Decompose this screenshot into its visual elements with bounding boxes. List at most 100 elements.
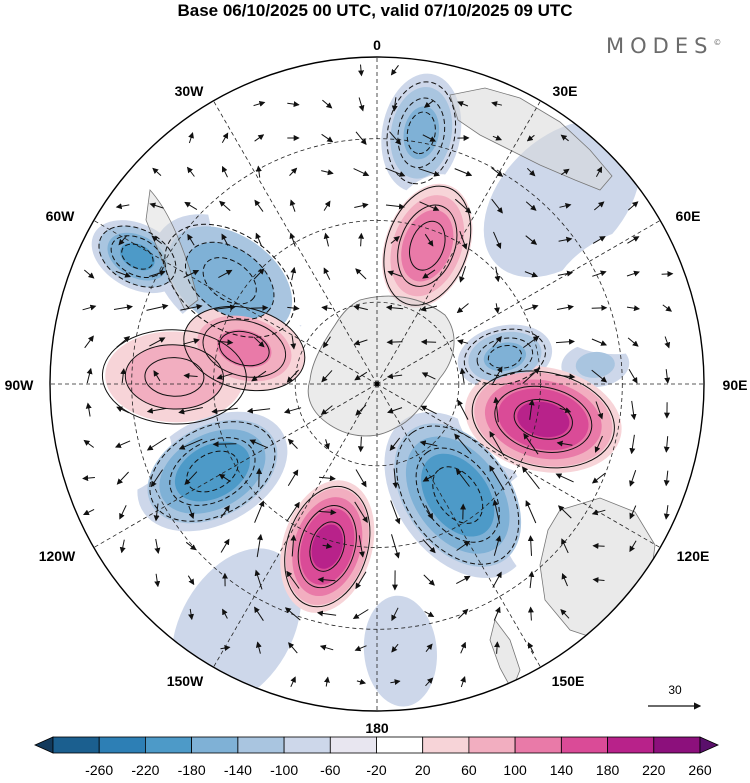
wind-vector — [116, 406, 130, 414]
anomaly-fill — [174, 441, 250, 502]
wind-vector — [118, 235, 128, 246]
wind-vector — [321, 133, 334, 143]
wind-vector — [116, 336, 131, 348]
wind-vector — [254, 134, 265, 142]
contour-line — [183, 305, 306, 392]
anomaly-fill — [217, 329, 272, 368]
wind-vector — [629, 505, 637, 520]
wind-vector — [289, 199, 296, 212]
wind-vector — [83, 439, 94, 448]
contour-line — [396, 425, 520, 565]
wind-vector — [390, 235, 400, 244]
wind-vector — [626, 305, 640, 312]
contour-line — [432, 466, 484, 524]
wind-vector — [217, 339, 234, 346]
wind-vector — [418, 168, 441, 177]
wind-vector — [595, 401, 604, 420]
wind-vector — [661, 270, 674, 277]
wind-vector — [251, 370, 267, 382]
wind-vector — [629, 434, 636, 455]
wind-vector — [318, 509, 337, 516]
wind-vector — [627, 236, 640, 244]
wind-vector — [663, 470, 670, 487]
wind-vector — [323, 232, 330, 247]
colorbar-segment — [283, 736, 331, 754]
contour-line — [297, 505, 357, 589]
wind-vector — [524, 304, 539, 311]
contour-line — [202, 257, 257, 305]
wind-vector — [286, 570, 300, 589]
wind-vector — [146, 303, 169, 311]
meridian-line — [79, 211, 378, 385]
wind-vector — [220, 505, 230, 519]
colorbar-tick-label: -60 — [320, 762, 340, 778]
wind-vector — [286, 369, 299, 383]
wind-vector — [629, 470, 637, 487]
wind-vector — [493, 606, 501, 621]
anomaly-fill — [575, 351, 615, 378]
wind-vector — [527, 535, 534, 556]
wind-vector — [250, 304, 269, 311]
wind-vector — [421, 372, 436, 380]
wind-vector — [493, 535, 502, 556]
wind-vector — [255, 165, 262, 178]
wind-vector — [460, 641, 467, 654]
colorbar-tick-label: -220 — [131, 762, 159, 778]
wind-vector — [354, 202, 369, 209]
wind-vector — [457, 101, 469, 107]
wind-vector — [316, 610, 337, 617]
wind-vector — [83, 269, 95, 279]
wind-vector — [287, 438, 298, 449]
wind-vector — [358, 232, 365, 247]
wind-vector — [218, 269, 233, 279]
colorbar-segment — [561, 736, 609, 754]
wind-vector — [557, 270, 574, 277]
colorbar-tick-label: 60 — [461, 762, 477, 778]
wind-vector — [82, 304, 97, 311]
wind-vector — [319, 644, 334, 651]
wind-vector — [222, 608, 228, 619]
wind-vector — [459, 266, 467, 283]
contour-line — [101, 329, 247, 425]
wind-vector — [184, 471, 198, 486]
wind-vector — [491, 101, 503, 107]
wind-vector — [630, 400, 637, 421]
wind-vector — [627, 201, 639, 211]
wind-vector — [358, 535, 365, 558]
wind-vector — [493, 231, 502, 250]
wind-vector — [389, 437, 401, 451]
wind-vector — [249, 439, 268, 449]
wind-vector — [149, 202, 164, 209]
colorbar-segment — [144, 736, 192, 754]
wind-vector — [423, 574, 435, 586]
wind-vector — [424, 611, 435, 617]
wind-vector — [528, 570, 535, 589]
wind-vector — [491, 198, 503, 214]
wind-vector — [321, 305, 332, 311]
wind-vector — [290, 534, 297, 557]
wind-vector — [527, 606, 534, 621]
lon-label-30w: 30W — [175, 83, 205, 99]
wind-vector — [454, 433, 472, 455]
wind-vector — [356, 678, 367, 685]
wind-vector — [355, 268, 367, 280]
wind-vector — [528, 399, 535, 420]
wind-vector — [422, 269, 436, 279]
wind-vector — [459, 231, 468, 250]
contour-line — [184, 241, 275, 320]
wind-vector — [526, 134, 535, 142]
wind-vector — [592, 576, 605, 583]
colorbar-tick-label: 260 — [688, 762, 712, 778]
wind-vector — [221, 132, 229, 143]
wind-vector — [493, 396, 500, 423]
wind-vector — [558, 236, 573, 243]
wind-vector — [457, 339, 469, 345]
contour-line — [124, 344, 224, 410]
wind-vector — [188, 608, 194, 621]
wind-vector — [290, 335, 297, 350]
lon-label-120w: 120W — [39, 548, 76, 564]
wind-vector — [115, 203, 130, 210]
wind-vector — [322, 336, 331, 349]
wind-vector — [556, 440, 573, 447]
wind-vector — [591, 338, 608, 346]
